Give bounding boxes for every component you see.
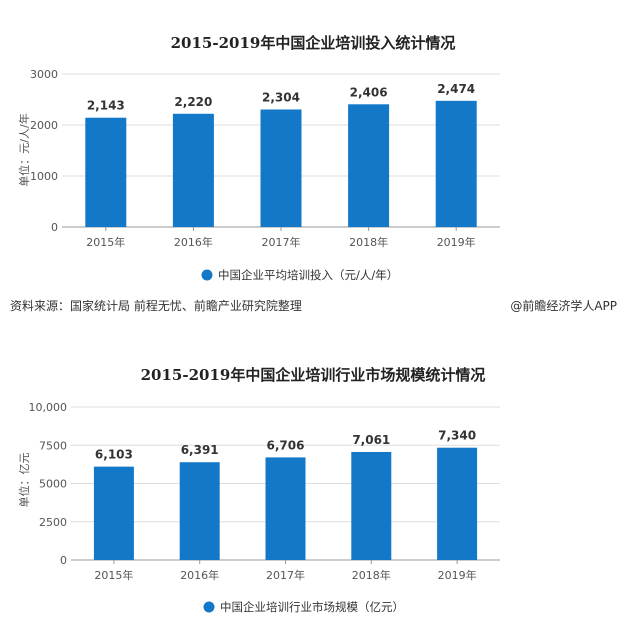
y-tick-label: 0: [51, 221, 58, 234]
x-tick-label: 2015年: [86, 235, 125, 249]
y-tick-label: 7500: [39, 439, 67, 452]
chart2-ylabel: 单位：亿元: [17, 453, 31, 508]
x-tick-label: 2017年: [266, 568, 305, 582]
bar: [172, 113, 214, 227]
chart1-legend-marker: [201, 269, 213, 281]
x-tick-label: 2019年: [437, 235, 476, 249]
data-label: 2,406: [350, 85, 388, 99]
chart2-legend-marker: [203, 601, 215, 613]
x-tick-label: 2016年: [174, 235, 213, 249]
data-label: 2,143: [87, 99, 125, 113]
y-tick-label: 5000: [39, 478, 67, 491]
y-tick-label: 0: [60, 554, 67, 567]
x-tick-label: 2018年: [349, 235, 388, 249]
bar: [435, 100, 477, 227]
data-label: 7,061: [352, 433, 390, 447]
x-tick-label: 2016年: [180, 568, 219, 582]
source-note: 资料来源：国家统计局 前程无忧、前瞻产业研究院整理: [10, 298, 302, 313]
chart1-plot: 0 1000 2000 3000 2,143 2015年 2,220 2016年 2,304 20…: [30, 68, 500, 249]
data-label: 2,474: [437, 82, 475, 96]
data-label: 6,103: [95, 448, 133, 462]
data-label: 6,706: [267, 438, 305, 452]
bar: [348, 104, 390, 227]
chart1-ylabel: 单位：元/人/年: [17, 113, 31, 186]
bar: [179, 462, 220, 560]
y-tick-label: 10,000: [29, 401, 68, 414]
x-tick-label: 2015年: [94, 568, 133, 582]
bar: [437, 447, 478, 560]
bar: [260, 109, 302, 227]
y-tick-label: 1000: [30, 170, 58, 183]
data-label: 2,220: [174, 95, 212, 109]
data-label: 6,391: [181, 443, 219, 457]
bar: [265, 457, 306, 560]
y-tick-label: 3000: [30, 68, 58, 81]
data-label: 2,304: [262, 90, 300, 104]
y-tick-label: 2500: [39, 516, 67, 529]
credit-note: @前瞻经济学人APP: [510, 298, 617, 313]
bar: [93, 466, 134, 560]
data-label: 7,340: [438, 429, 476, 443]
chart1-legend-label: 中国企业平均培训投入（元/人/年）: [218, 268, 398, 282]
bar: [351, 451, 392, 560]
chart1-title: 2015-2019年中国企业培训投入统计情况: [171, 34, 456, 52]
chart2-title: 2015-2019年中国企业培训行业市场规模统计情况: [141, 366, 486, 384]
chart2-plot: 0 2500 5000 7500 10,000 6,103 2015年 6,391 2016年 6…: [29, 401, 500, 582]
x-tick-label: 2018年: [352, 568, 391, 582]
y-tick-label: 2000: [30, 119, 58, 132]
chart2-legend-label: 中国企业培训行业市场规模（亿元）: [220, 600, 404, 614]
x-tick-label: 2019年: [438, 568, 477, 582]
x-tick-label: 2017年: [262, 235, 301, 249]
bar: [85, 117, 127, 227]
